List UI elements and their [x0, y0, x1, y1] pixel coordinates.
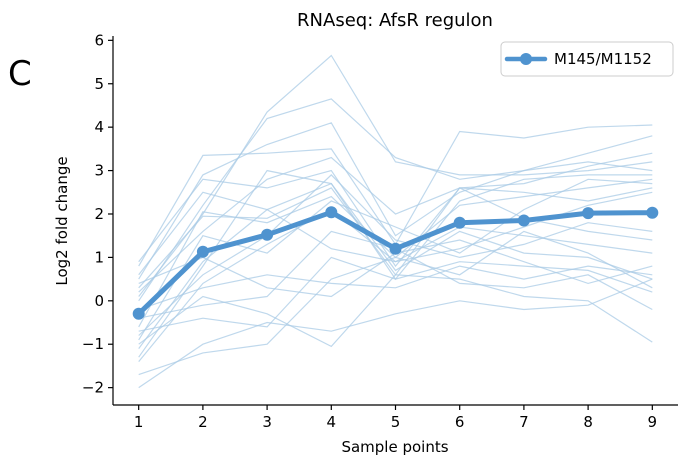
- background-line-18: [138, 274, 653, 348]
- background-line-16: [138, 256, 653, 332]
- x-tick-label-8: 8: [583, 413, 593, 431]
- background-line-19: [138, 156, 653, 293]
- background-line-4: [138, 152, 653, 268]
- panel-label: C: [8, 54, 32, 94]
- y-tick-label--2: −2: [82, 379, 104, 397]
- data-point-7: [517, 214, 530, 227]
- y-tick-label-2: 2: [94, 205, 104, 223]
- legend-box: [500, 41, 674, 77]
- background-line-7: [138, 187, 653, 289]
- data-point-3: [261, 228, 274, 241]
- x-tick-label-9: 9: [648, 413, 658, 431]
- background-line-9: [138, 178, 653, 341]
- chart-title: RNAseq: AfsR regulon: [297, 10, 493, 31]
- x-tick-label-1: 1: [134, 413, 144, 431]
- x-axis-title: Sample points: [341, 438, 448, 456]
- y-tick-label-5: 5: [94, 75, 104, 93]
- y-tick-label-3: 3: [94, 162, 104, 180]
- data-point-8: [582, 207, 595, 220]
- data-point-4: [325, 206, 338, 219]
- background-line-13: [138, 265, 653, 311]
- x-tick-label-4: 4: [327, 413, 337, 431]
- data-point-2: [196, 245, 209, 258]
- legend: M145/M1152: [500, 41, 674, 77]
- background-line-14: [138, 230, 653, 376]
- y-tick-label-6: 6: [94, 31, 104, 49]
- x-tick-label-5: 5: [391, 413, 401, 431]
- background-lines: [138, 54, 653, 389]
- y-tick-label-4: 4: [94, 118, 104, 136]
- legend-marker: [520, 53, 532, 65]
- y-tick-label-0: 0: [94, 292, 104, 310]
- legend-entry-label: M145/M1152: [554, 50, 652, 68]
- data-point-9: [646, 206, 659, 219]
- data-point-1: [132, 307, 145, 320]
- x-tick-label-7: 7: [519, 413, 529, 431]
- data-point-5: [389, 242, 402, 255]
- ticks: 1 2 3 4 5 6 7 8 9 −2 −1 0 1 2 3 4 5 6: [82, 31, 657, 431]
- data-point-6: [453, 216, 466, 229]
- x-tick-label-3: 3: [262, 413, 272, 431]
- x-tick-label-2: 2: [198, 413, 208, 431]
- y-tick-label-1: 1: [94, 248, 104, 266]
- y-axis-title: Log2 fold change: [53, 156, 71, 285]
- background-line-15: [138, 278, 653, 389]
- background-line-2: [138, 122, 653, 280]
- y-tick-label--1: −1: [82, 335, 104, 353]
- background-line-20: [138, 174, 653, 336]
- x-tick-label-6: 6: [455, 413, 465, 431]
- background-line-6: [138, 98, 653, 302]
- main-series: [132, 206, 659, 320]
- background-line-11: [138, 169, 653, 358]
- background-line-12: [138, 208, 653, 362]
